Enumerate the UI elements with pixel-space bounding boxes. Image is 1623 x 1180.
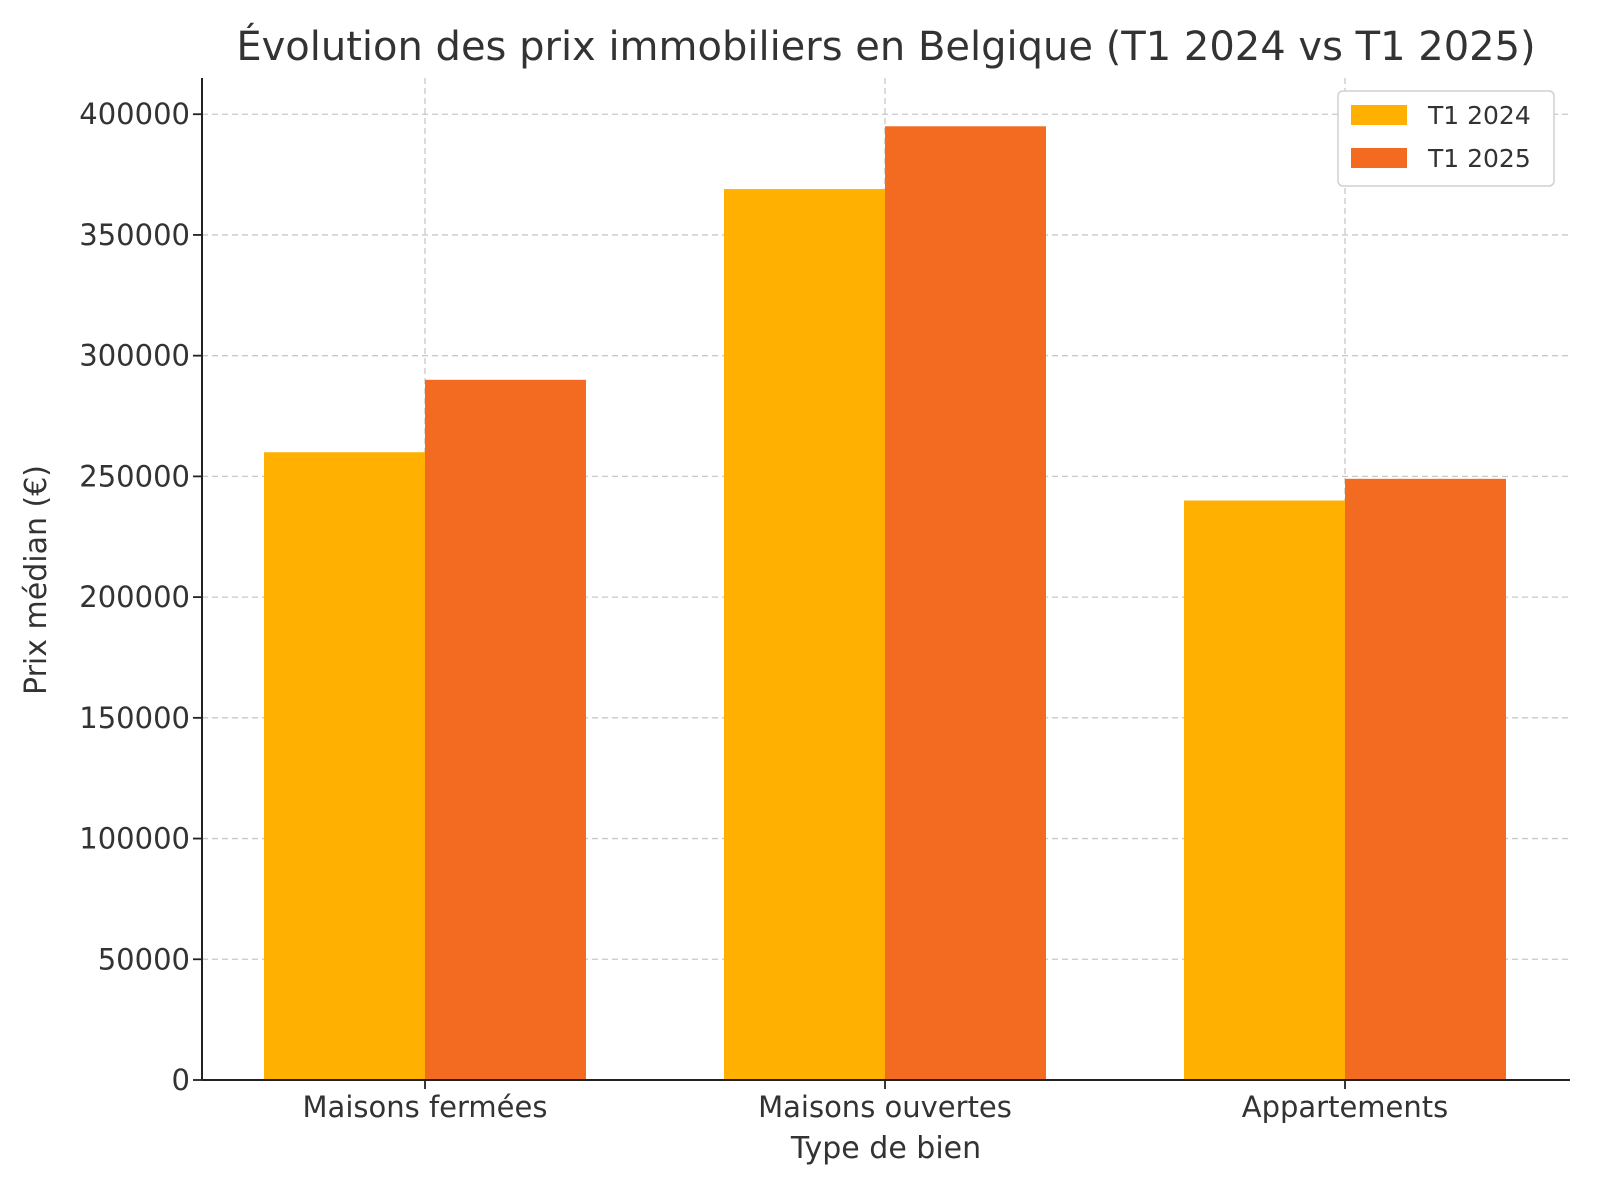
x-tick-label: Appartements [1242, 1090, 1449, 1124]
axes [201, 78, 1570, 1081]
y-tick-label: 300000 [79, 339, 190, 373]
bar-t1-2025 [885, 126, 1046, 1080]
chart-title: Évolution des prix immobiliers en Belgiq… [236, 22, 1535, 70]
bar-t1-2024 [264, 452, 425, 1080]
y-axis-label: Prix médian (€) [19, 465, 54, 695]
x-axis-ticks: Maisons fermées Maisons ouvertes Apparteme… [303, 1080, 1449, 1124]
legend-swatch [1351, 148, 1407, 168]
y-tick-label: 0 [172, 1063, 190, 1097]
legend-label: T1 2025 [1427, 144, 1531, 173]
y-tick-label: 250000 [79, 459, 190, 493]
y-tick-label: 400000 [79, 97, 190, 131]
legend-label: T1 2024 [1427, 101, 1531, 130]
bar-t1-2024 [1184, 500, 1345, 1080]
y-tick-label: 150000 [79, 701, 190, 735]
y-tick-label: 50000 [98, 942, 190, 976]
bar-t1-2025 [1345, 478, 1506, 1080]
y-tick-label: 200000 [79, 580, 190, 614]
bar-t1-2024 [724, 189, 885, 1080]
bar-t1-2025 [425, 379, 586, 1080]
legend-swatch [1351, 105, 1407, 125]
y-tick-label: 350000 [79, 218, 190, 252]
x-tick-label: Maisons fermées [303, 1090, 548, 1124]
bars [264, 126, 1506, 1080]
y-tick-label: 100000 [79, 822, 190, 856]
x-tick-label: Maisons ouvertes [758, 1090, 1012, 1124]
y-axis-ticks: 0 50000 100000 150000 200000 250000 300000 3500… [79, 97, 202, 1097]
x-axis-label: Type de bien [790, 1131, 981, 1166]
legend: T1 2024 T1 2025 [1337, 90, 1555, 187]
